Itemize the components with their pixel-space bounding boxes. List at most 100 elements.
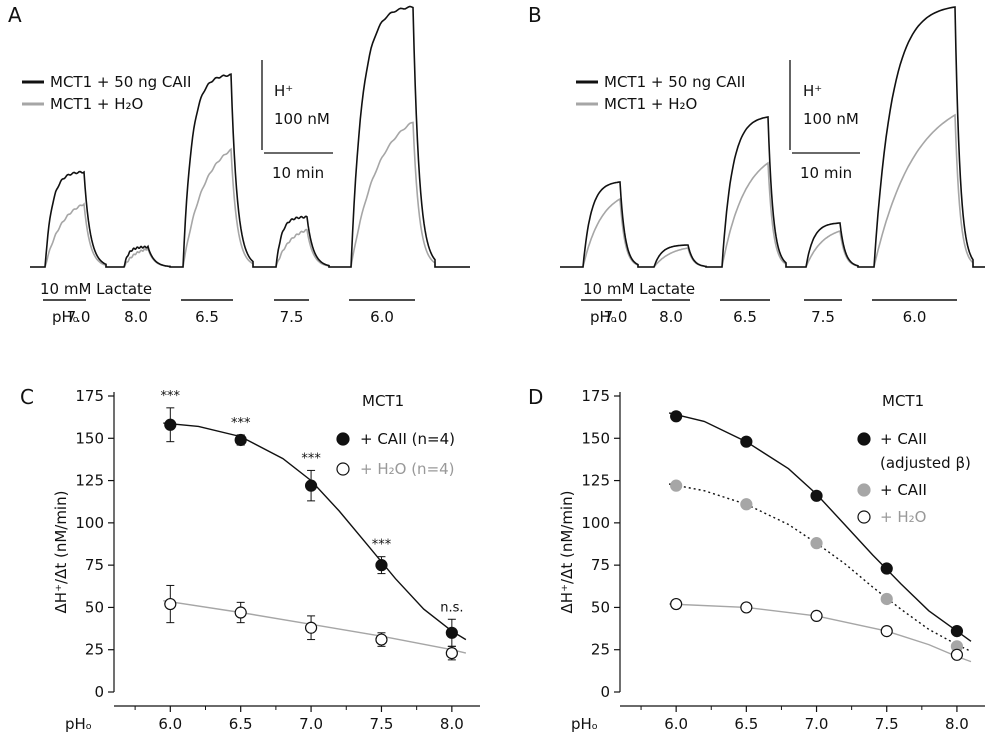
y-tick-label: 175: [75, 387, 104, 405]
ph-bars-a: 7.0 8.0 6.5 7.5 6.0 pHₒ: [43, 299, 415, 326]
x-tick-label: 8.0: [945, 715, 969, 733]
data-point: [740, 498, 753, 511]
y-tick-label: 100: [75, 514, 104, 532]
ph-step-label: 7.0: [604, 308, 628, 326]
data-point: [375, 559, 388, 572]
data-point: [950, 648, 964, 661]
scale-label-time: 10 min: [800, 164, 852, 182]
legend-marker-h2o: [336, 462, 350, 476]
data-point: [670, 597, 683, 611]
y-tick-label: 50: [591, 598, 610, 616]
ph-step-label: 7.5: [280, 308, 304, 326]
plot-c: 0 25 50 75 100 125 150 175 6.0 6.5 7.0 7.5 8.0 pHₒ ***…: [65, 387, 480, 733]
ph-step-label: 7.0: [67, 308, 91, 326]
legend-label-h2o: + H₂O (n=4): [360, 460, 455, 478]
y-tick-label: 25: [85, 641, 104, 659]
data-point: [810, 489, 823, 502]
trace-h2o: [560, 113, 985, 268]
y-tick-label: 150: [75, 429, 104, 447]
data-point: [880, 592, 893, 606]
panel-c-letter: C: [20, 385, 34, 409]
y-tick-label: 75: [591, 556, 610, 574]
data-point: [445, 626, 458, 639]
significance-label: ***: [161, 389, 181, 404]
data-point: [810, 609, 823, 622]
y-tick-label: 125: [581, 472, 610, 490]
scale-label-time: 10 min: [272, 164, 324, 182]
ph-step-label: 8.0: [124, 308, 148, 326]
data-point: [234, 606, 247, 619]
legend-label-h2o: + H₂O: [880, 508, 926, 526]
significance-label: ***: [301, 451, 321, 466]
ph-step-label: 6.0: [370, 308, 394, 326]
data-point: [880, 562, 893, 575]
legend-label-caii: MCT1 + 50 ng CAII: [50, 73, 191, 91]
legend-label-h2o: MCT1 + H₂O: [604, 95, 697, 113]
ph-step-label: 6.0: [903, 308, 927, 326]
lactate-label: 10 mM Lactate: [40, 280, 152, 298]
ph-step-label: 6.5: [195, 308, 219, 326]
lactate-label: 10 mM Lactate: [583, 280, 695, 298]
x-tick-label: 6.5: [734, 715, 758, 733]
data-point: [670, 479, 683, 492]
scale-label-conc: 100 nM: [274, 110, 330, 128]
x-tick-label: 6.0: [664, 715, 688, 733]
data-point: [445, 646, 458, 660]
data-point: [375, 633, 388, 646]
x-axis-label: pHₒ: [65, 715, 92, 733]
plot-d: 0 25 50 75 100 125 150 175 6.0 6.5 7.0 7.5 8.0 pHₒ: [571, 387, 985, 733]
x-tick-label: 7.0: [299, 715, 323, 733]
y-axis-label: ΔH⁺/Δt (nM/min): [558, 491, 576, 614]
x-tick-label: 7.0: [805, 715, 829, 733]
significance-label: n.s.: [440, 600, 463, 615]
data-point: [164, 418, 177, 431]
panel-a-traces: [30, 5, 470, 268]
data-point: [304, 621, 318, 634]
panel-c: C ΔH⁺/Δt (nM/min) MCT1 + CAII (n=4) + H₂…: [20, 385, 480, 733]
x-tick-label: 6.5: [229, 715, 253, 733]
trace-h2o: [30, 121, 470, 268]
legend-label-caii: + CAII (n=4): [360, 430, 455, 448]
significance-label: ***: [372, 538, 392, 553]
legend-label-h2o: MCT1 + H₂O: [50, 95, 143, 113]
x-axis-label: pHₒ: [571, 715, 598, 733]
panel-b-letter: B: [528, 3, 542, 27]
y-tick-label: 100: [581, 514, 610, 532]
ph-prefix-label: pHₒ: [590, 308, 617, 326]
scale-label-h: H⁺: [803, 82, 822, 100]
trace-caii: [560, 6, 985, 268]
significance-label: ***: [231, 416, 251, 431]
ph-prefix-label: pHₒ: [52, 308, 79, 326]
x-tick-label: 8.0: [440, 715, 464, 733]
legend-label-caii: MCT1 + 50 ng CAII: [604, 73, 745, 91]
panel-d-letter: D: [528, 385, 543, 409]
y-tick-label: 0: [600, 683, 610, 701]
data-point: [234, 433, 247, 447]
ph-step-label: 7.5: [811, 308, 835, 326]
y-tick-label: 25: [591, 641, 610, 659]
scale-label-h: H⁺: [274, 82, 293, 100]
legend-title: MCT1: [362, 392, 404, 410]
panel-a-letter: A: [8, 3, 22, 27]
x-tick-label: 6.0: [158, 715, 182, 733]
legend-label-caii-adjusted: + CAII: [880, 430, 927, 448]
data-point: [670, 410, 683, 423]
y-tick-label: 75: [85, 556, 104, 574]
legend-marker-caii: [336, 432, 350, 446]
x-tick-label: 7.5: [370, 715, 394, 733]
x-tick-label: 7.5: [875, 715, 899, 733]
scale-label-conc: 100 nM: [803, 110, 859, 128]
legend-label-adjusted-beta: (adjusted β): [880, 454, 971, 472]
legend-marker-caii-adjusted: [857, 432, 871, 446]
ph-bars-b: 7.0 8.0 6.5 7.5 6.0 pHₒ: [581, 299, 957, 326]
ph-step-label: 6.5: [733, 308, 757, 326]
trace-caii: [30, 5, 470, 268]
panel-b-traces: [560, 6, 985, 268]
data-point: [740, 435, 753, 448]
data-point: [950, 625, 964, 638]
fit-curve: [668, 483, 972, 653]
fit-curve: [163, 422, 467, 641]
y-tick-label: 0: [94, 683, 104, 701]
data-point: [740, 601, 753, 614]
